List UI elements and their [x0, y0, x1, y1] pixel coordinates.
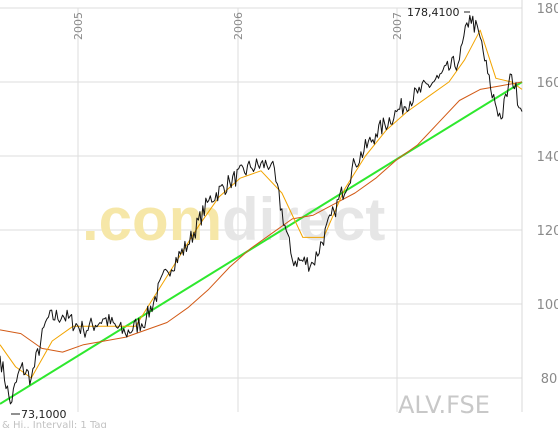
grid — [0, 0, 523, 412]
moving-average-fast — [0, 29, 523, 379]
moving-average-slow — [0, 81, 523, 353]
x-tick-label: 2007 — [391, 12, 404, 40]
x-axis: 2005 2006 2007 — [72, 12, 404, 40]
y-tick-label: 120 — [537, 224, 558, 239]
annotation-low: 73,1000 — [21, 408, 67, 421]
annotation-high: 178,4100 — [407, 6, 460, 19]
y-tick-label: 180 — [537, 2, 558, 17]
watermark-suffix: direct — [222, 186, 385, 253]
y-tick-label: 100 — [537, 298, 558, 313]
footer-text: & Hi.. Intervall: 1 Tag — [2, 420, 107, 428]
support-trendline — [0, 81, 523, 405]
series-layer — [0, 14, 523, 405]
price-line — [0, 14, 523, 405]
y-tick-label: 160 — [537, 76, 558, 91]
y-axis: 80 100 120 140 160 180 — [537, 2, 558, 387]
symbol-label: ALV.FSE — [398, 391, 490, 419]
x-tick-label: 2006 — [232, 12, 245, 40]
x-tick-label: 2005 — [72, 12, 85, 40]
y-tick-label: 80 — [541, 372, 558, 387]
y-tick-label: 140 — [537, 150, 558, 165]
